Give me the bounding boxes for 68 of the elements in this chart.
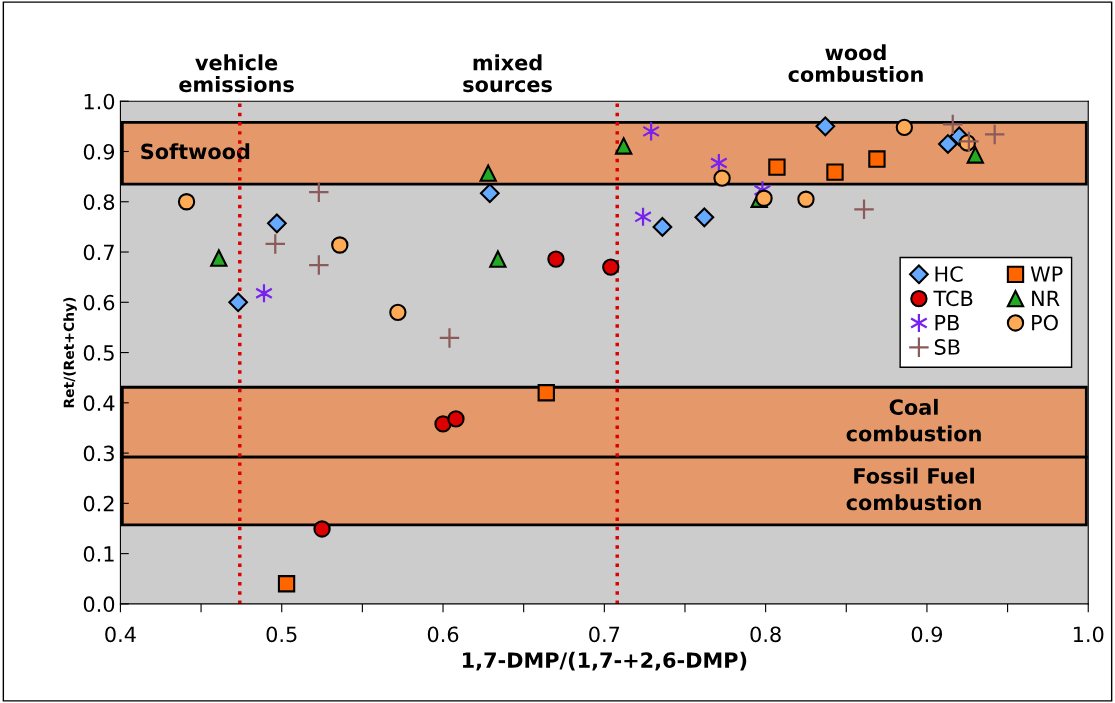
point (307, 181, 330, 204)
point (853, 198, 875, 221)
band-label: Coal combustion (846, 398, 981, 442)
point (331, 236, 349, 254)
y-axis-title: Ret/(Ret+Chy) (63, 297, 77, 408)
point (694, 207, 715, 228)
x-tick-label: 0.5 (266, 626, 297, 643)
point (537, 384, 555, 402)
y-tick-label: 0.9 (83, 143, 115, 160)
point (277, 575, 296, 593)
band-label: Softwood (141, 143, 250, 160)
x-tick-label: 0.4 (105, 626, 136, 643)
point (768, 158, 786, 176)
point (447, 410, 465, 428)
point (264, 233, 287, 255)
legend-label: TCB (933, 290, 973, 307)
point (868, 150, 886, 168)
point (228, 292, 249, 313)
x-tick-label: 1.0 (1073, 626, 1104, 643)
point (489, 250, 507, 268)
point (438, 327, 461, 349)
legend-label: NR (1032, 290, 1060, 306)
point (547, 250, 565, 268)
text: wood combustion (788, 44, 923, 83)
point (755, 189, 773, 207)
point (815, 116, 836, 137)
point (210, 249, 228, 267)
y-tick-label: 0.1 (83, 546, 114, 562)
legend-label: WP (1030, 266, 1063, 282)
point (479, 183, 500, 204)
point (267, 213, 287, 234)
point (966, 146, 985, 164)
text: vehicle emissions (179, 54, 294, 93)
point (307, 254, 330, 276)
point (652, 217, 673, 237)
legend-label: HC (935, 266, 963, 282)
x-tick-label: 0.6 (427, 626, 459, 643)
point (479, 164, 497, 182)
band-label: Fossil Fuel combustion (846, 467, 981, 511)
point (602, 258, 620, 276)
point (895, 118, 914, 137)
legend-label: PB (935, 315, 959, 331)
point (797, 190, 815, 208)
y-tick-label: 0.2 (83, 495, 114, 512)
point (389, 303, 407, 322)
y-tick-label: 0.6 (83, 294, 115, 311)
y-tick-label: 0.5 (83, 345, 114, 361)
point (615, 137, 633, 155)
point (313, 520, 331, 538)
x-tick-label: 0.9 (911, 626, 943, 643)
legend-label: SB (934, 339, 960, 355)
point (826, 163, 844, 181)
point (941, 113, 964, 136)
point (713, 169, 731, 187)
y-tick-label: 0.8 (83, 194, 115, 210)
y-tick-label: 0.3 (83, 445, 114, 462)
y-tick-label: 0.0 (83, 596, 115, 613)
point (938, 134, 958, 154)
point (177, 193, 196, 211)
text: mixed sources (463, 54, 552, 93)
y-tick-label: 0.4 (83, 395, 115, 412)
x-tick-label: 0.8 (750, 626, 781, 643)
legend-label: PO (1032, 314, 1058, 331)
y-tick-label: 0.7 (83, 244, 114, 261)
point (983, 123, 1006, 146)
y-tick-label: 1.0 (84, 93, 115, 110)
x-tick-label: 0.7 (589, 626, 620, 643)
x-axis-title: 1,7-DMP/(1,7-+2,6-DMP) (463, 651, 747, 671)
